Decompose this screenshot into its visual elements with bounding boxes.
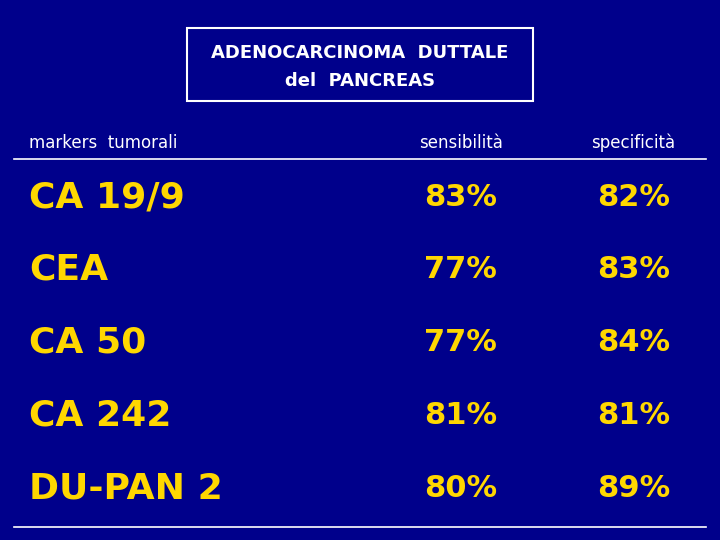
Text: CA 242: CA 242 bbox=[29, 399, 171, 433]
Text: 84%: 84% bbox=[597, 328, 670, 357]
Text: ADENOCARCINOMA  DUTTALE: ADENOCARCINOMA DUTTALE bbox=[211, 44, 509, 62]
Text: markers  tumorali: markers tumorali bbox=[29, 134, 177, 152]
Text: specificità: specificità bbox=[592, 134, 675, 152]
Text: CA 19/9: CA 19/9 bbox=[29, 180, 184, 214]
Text: 83%: 83% bbox=[424, 183, 498, 212]
Text: del  PANCREAS: del PANCREAS bbox=[285, 72, 435, 90]
Text: sensibilità: sensibilità bbox=[419, 134, 503, 152]
Text: 89%: 89% bbox=[597, 474, 670, 503]
Text: 81%: 81% bbox=[597, 401, 670, 430]
Text: DU-PAN 2: DU-PAN 2 bbox=[29, 472, 222, 505]
Text: 82%: 82% bbox=[597, 183, 670, 212]
Text: CA 50: CA 50 bbox=[29, 326, 146, 360]
Text: CEA: CEA bbox=[29, 253, 108, 287]
Text: 77%: 77% bbox=[424, 255, 498, 285]
Text: 80%: 80% bbox=[424, 474, 498, 503]
Text: 81%: 81% bbox=[424, 401, 498, 430]
FancyBboxPatch shape bbox=[187, 28, 533, 102]
Text: 77%: 77% bbox=[424, 328, 498, 357]
Text: 83%: 83% bbox=[597, 255, 670, 285]
